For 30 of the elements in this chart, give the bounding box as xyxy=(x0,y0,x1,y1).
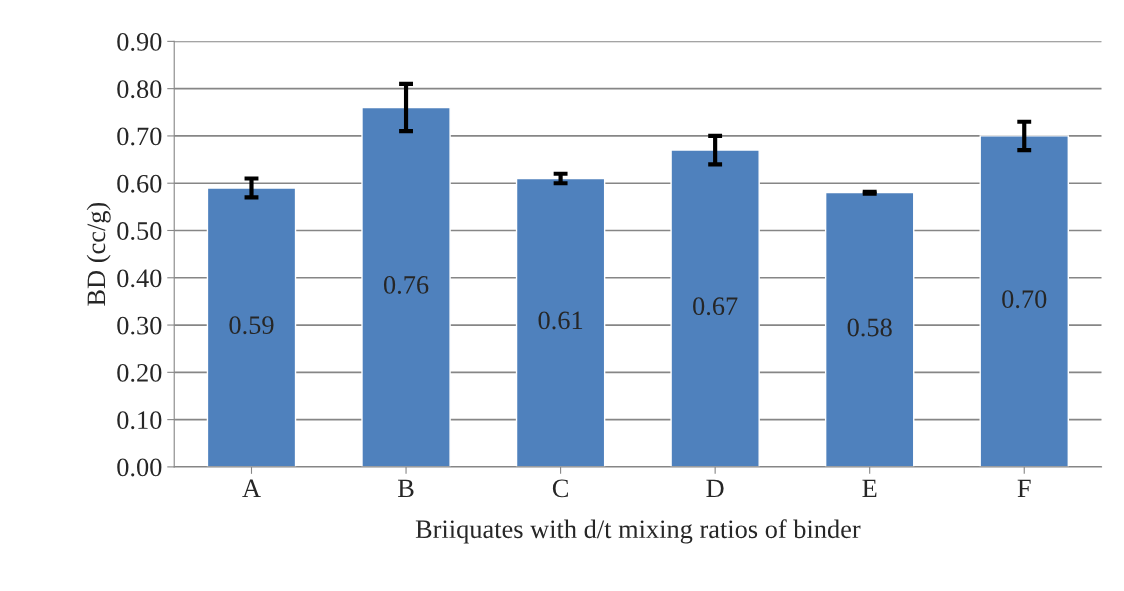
data-label: 0.76 xyxy=(383,276,429,294)
x-tick-label: A xyxy=(242,479,261,498)
data-label: 0.58 xyxy=(847,318,892,337)
y-tick-label: 0.60 xyxy=(117,174,162,193)
x-tick-label: F xyxy=(1017,479,1031,498)
bar xyxy=(979,135,1069,467)
x-tick-label: C xyxy=(552,479,568,498)
data-label: 0.61 xyxy=(538,311,583,330)
y-tick-label: 0.90 xyxy=(117,32,162,51)
bar xyxy=(206,187,297,467)
bar xyxy=(824,191,915,467)
y-tick-label: 0.00 xyxy=(117,458,162,477)
y-tick-label: 0.80 xyxy=(117,80,162,99)
y-axis-title: BD (cc/g) xyxy=(86,202,111,306)
y-tick-label: 0.20 xyxy=(117,363,162,382)
data-label: 0.67 xyxy=(693,297,738,316)
x-tick-label: D xyxy=(706,479,724,498)
bar xyxy=(361,106,451,467)
bar xyxy=(670,149,760,467)
x-tick-label: E xyxy=(862,479,877,498)
data-label: 0.70 xyxy=(1002,290,1047,309)
y-tick-label: 0.40 xyxy=(117,269,162,288)
bar xyxy=(515,177,606,467)
x-axis-title: Briiquates with d/t mixing ratios of binder xyxy=(415,519,861,544)
x-tick-label: B xyxy=(398,479,414,498)
y-tick-label: 0.70 xyxy=(117,127,162,146)
y-tick-label: 0.10 xyxy=(117,411,162,430)
y-tick-label: 0.50 xyxy=(117,222,162,241)
data-label: 0.59 xyxy=(229,316,274,335)
y-tick-label: 0.30 xyxy=(117,316,162,335)
